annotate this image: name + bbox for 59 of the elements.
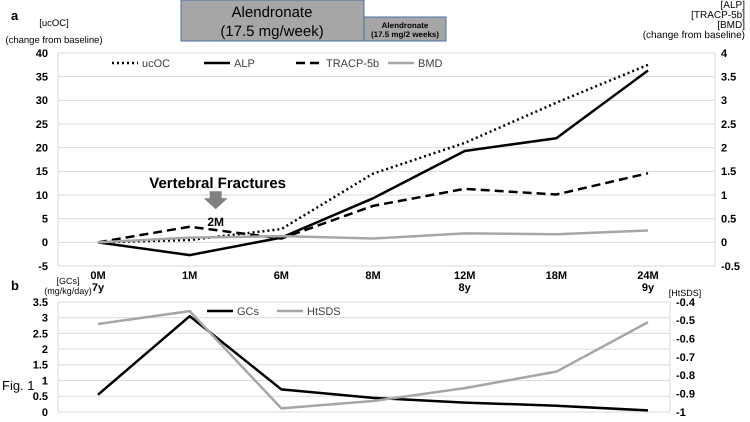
y2-tick-label: 0.5 bbox=[721, 214, 736, 226]
y-tick-label: 2.5 bbox=[32, 328, 48, 340]
y-tick-label: 0 bbox=[42, 237, 48, 250]
x-tick-label: 12M 8y bbox=[454, 270, 476, 294]
y2-tick-label: -0.8 bbox=[676, 370, 695, 382]
annotation: 2M bbox=[207, 214, 224, 229]
chart-title: a bbox=[11, 8, 19, 23]
y2-tick-label: -1 bbox=[676, 406, 686, 419]
x-tick-label: 0M 7y bbox=[90, 270, 106, 294]
y-tick-label: 1.5 bbox=[32, 360, 48, 372]
y2-tick-label: -0.5 bbox=[721, 260, 740, 273]
y-tick-label: 35 bbox=[36, 72, 48, 84]
y2-tick-label: -0.6 bbox=[676, 334, 695, 346]
x-tick-label: 6M bbox=[274, 270, 289, 282]
x-tick-label: 18M bbox=[546, 270, 568, 282]
legend-label: TRACP-5b bbox=[326, 58, 380, 70]
line-series bbox=[96, 229, 650, 244]
y-tick-label: 3.5 bbox=[32, 296, 48, 309]
x-tick-label: 1M bbox=[182, 270, 198, 282]
y2-axis-title: [ALP] [TRACP-5b] [BMD] (change from baseline) bbox=[642, 0, 746, 41]
legend-label: ALP bbox=[234, 58, 255, 70]
y-tick-label: 5 bbox=[42, 214, 48, 226]
y2-tick-label: 4 bbox=[721, 48, 728, 60]
y2-tick-label: 2.5 bbox=[721, 118, 736, 131]
label-box: Alendronate (17.5 mg/week) bbox=[180, 0, 364, 42]
y-axis-title: [GCs] (mg/kg/day) bbox=[44, 276, 92, 296]
chart-title: b bbox=[11, 278, 19, 293]
y2-tick-label: 3 bbox=[721, 95, 728, 108]
y2-tick-label: -0.9 bbox=[676, 388, 695, 401]
legend-label: GCs bbox=[237, 306, 260, 318]
y-tick-label: 0 bbox=[42, 406, 48, 419]
y2-tick-label: -0.5 bbox=[676, 315, 695, 328]
x-tick-label: 24M 9y bbox=[637, 270, 659, 294]
y-tick-label: 0.5 bbox=[32, 391, 48, 404]
legend-label: BMD bbox=[418, 58, 442, 70]
y-tick-label: 15 bbox=[36, 166, 48, 178]
label-box: Alendronate (17.5 mg/2 weeks) bbox=[364, 16, 446, 42]
legend-label: ucOC bbox=[142, 58, 170, 70]
y2-tick-label: 1.5 bbox=[721, 166, 736, 178]
y-tick-label: 3 bbox=[42, 312, 48, 325]
y-tick-label: 2 bbox=[42, 344, 48, 356]
y2-tick-label: -0.4 bbox=[676, 296, 696, 309]
y2-tick-label: -0.7 bbox=[676, 352, 695, 364]
y2-axis-title: [HtSDS] bbox=[668, 288, 702, 298]
y-tick-label: -5 bbox=[38, 260, 48, 273]
y-tick-label: 25 bbox=[36, 118, 48, 131]
x-tick-label: 8M bbox=[365, 270, 381, 282]
y2-tick-label: 1 bbox=[721, 190, 728, 202]
y-tick-label: 30 bbox=[36, 95, 48, 108]
y-tick-label: 40 bbox=[36, 48, 48, 60]
annotation: Vertebral Fractures bbox=[149, 174, 286, 192]
legend-label: HtSDS bbox=[307, 306, 341, 318]
y2-tick-label: 3.5 bbox=[721, 72, 736, 84]
y2-tick-label: 2 bbox=[721, 142, 728, 155]
y2-tick-label: 0 bbox=[721, 237, 728, 250]
y-tick-label: 1 bbox=[42, 375, 48, 388]
y-tick-label: 20 bbox=[36, 142, 48, 155]
y-tick-label: 10 bbox=[36, 190, 48, 202]
caption: Fig. 1 bbox=[2, 378, 35, 393]
